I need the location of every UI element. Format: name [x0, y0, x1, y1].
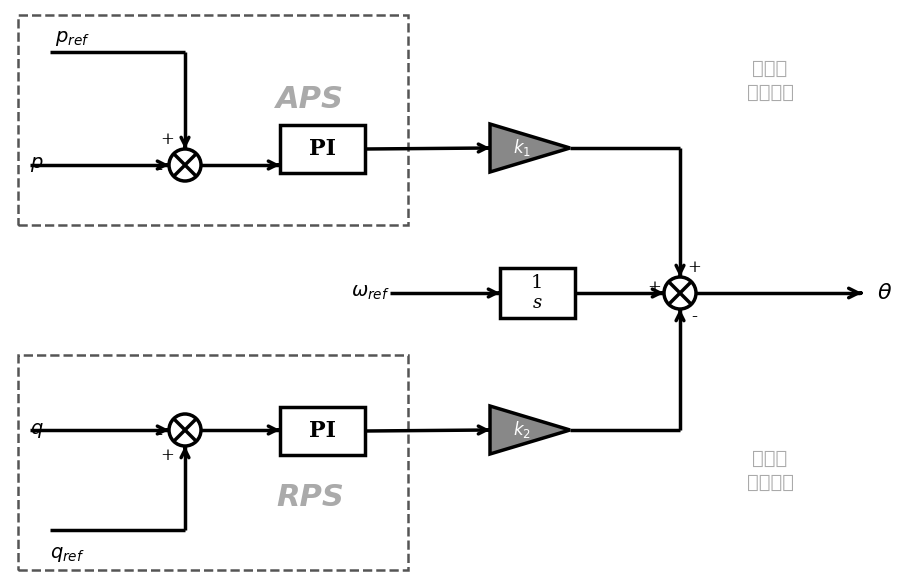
- Text: 自适应: 自适应: [753, 448, 788, 468]
- Circle shape: [169, 414, 201, 446]
- Text: RPS: RPS: [276, 482, 344, 512]
- Text: $\omega_{ref}$: $\omega_{ref}$: [352, 284, 390, 302]
- Text: 调节系数: 调节系数: [746, 472, 793, 492]
- Bar: [500, 268, 575, 318]
- Text: 自适应: 自适应: [753, 59, 788, 77]
- Circle shape: [169, 149, 201, 181]
- Text: 调节系数: 调节系数: [746, 83, 793, 101]
- Bar: [18, 355, 408, 570]
- Text: $k_2$: $k_2$: [513, 420, 531, 441]
- Text: $q_{ref}$: $q_{ref}$: [50, 546, 84, 564]
- Text: +: +: [160, 448, 174, 465]
- Circle shape: [664, 277, 696, 309]
- Polygon shape: [490, 124, 570, 172]
- Text: +: +: [647, 278, 661, 295]
- Text: s: s: [532, 294, 542, 312]
- Text: $q$: $q$: [30, 421, 44, 440]
- Text: PI: PI: [308, 420, 335, 442]
- Text: -: -: [691, 308, 697, 326]
- Text: +: +: [160, 131, 174, 148]
- Polygon shape: [490, 406, 570, 454]
- Text: $p$: $p$: [30, 155, 43, 175]
- Text: APS: APS: [276, 86, 344, 114]
- Bar: [280, 125, 365, 173]
- Text: $\theta$: $\theta$: [878, 282, 892, 304]
- Text: -: -: [156, 426, 162, 444]
- Text: 1: 1: [531, 274, 543, 292]
- Text: $k_1$: $k_1$: [513, 138, 531, 158]
- Bar: [18, 15, 408, 225]
- Text: PI: PI: [308, 138, 335, 160]
- Text: $p_{ref}$: $p_{ref}$: [55, 29, 90, 47]
- Text: -: -: [156, 161, 162, 179]
- Text: +: +: [687, 258, 701, 275]
- Bar: [280, 407, 365, 455]
